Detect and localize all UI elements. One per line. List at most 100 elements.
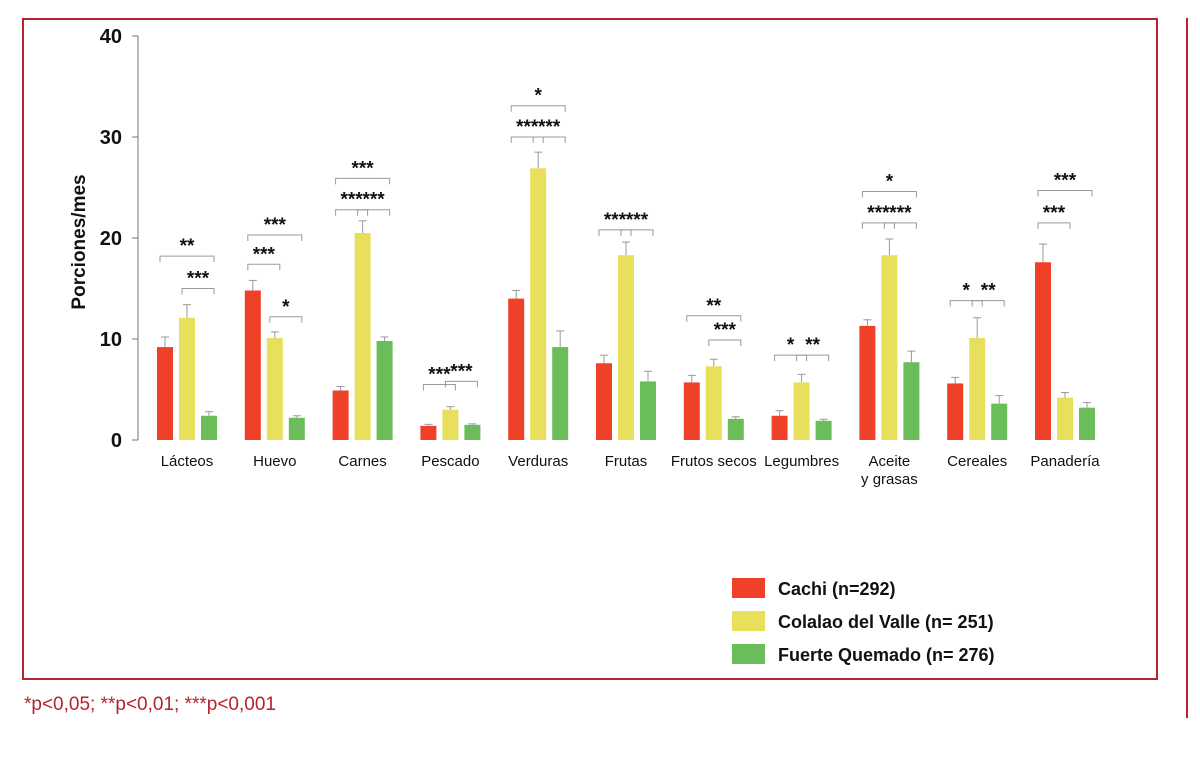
significance-label: *** <box>253 244 276 265</box>
significance-bracket <box>269 316 303 323</box>
significance-label: *** <box>714 320 737 341</box>
bar <box>288 417 305 440</box>
significance-bracket <box>159 255 215 263</box>
significance-bracket <box>971 300 1005 307</box>
bar <box>201 415 217 440</box>
significance-bracket <box>949 300 983 307</box>
significance-bracket <box>1037 222 1071 229</box>
bar <box>508 298 525 440</box>
bar <box>552 347 569 440</box>
y-tick-label: 20 <box>100 228 122 250</box>
significance-label: *** <box>538 117 561 138</box>
x-category-label: Cereales <box>947 453 1007 470</box>
bar <box>266 337 283 440</box>
bar <box>881 255 898 440</box>
bar <box>705 366 722 440</box>
significance-label: *** <box>516 117 539 138</box>
significance-label: *** <box>889 203 912 224</box>
y-tick-label: 40 <box>100 26 122 48</box>
significance-bracket <box>444 380 478 388</box>
bar <box>530 168 547 440</box>
significance-label: * <box>886 172 894 193</box>
legend: Cachi (n=292) Colalao del Valle (n= 251) F… <box>732 578 995 665</box>
bar <box>354 232 371 440</box>
x-category-label: Aceite <box>869 453 911 470</box>
significance-label: * <box>962 281 970 302</box>
significance-label: * <box>282 297 290 318</box>
bar <box>332 390 349 440</box>
significance-bracket <box>686 315 742 322</box>
x-category-label: y grasas <box>861 471 918 488</box>
bar <box>969 337 986 440</box>
significance-label: *** <box>428 364 451 385</box>
bar <box>1079 407 1095 440</box>
legend-label: Cachi (n=292) <box>778 579 896 599</box>
significance-label: ** <box>805 335 820 356</box>
x-category-label: Verduras <box>508 453 568 470</box>
significance-bracket <box>335 177 391 185</box>
bars-layer <box>157 151 1095 440</box>
significance-bracket <box>796 354 830 362</box>
chart-frame <box>22 18 1158 680</box>
significance-bracket <box>510 105 566 112</box>
y-tick-label: 0 <box>111 430 122 452</box>
bar <box>947 383 964 440</box>
bar <box>815 420 832 440</box>
bar <box>683 382 700 440</box>
bar <box>442 409 459 440</box>
significance-bracket <box>861 222 895 229</box>
legend-swatch <box>732 611 765 631</box>
significance-label: *** <box>604 210 627 231</box>
significance-label: *** <box>341 190 364 211</box>
significance-bracket <box>883 222 917 229</box>
legend-label: Colalao del Valle (n= 251) <box>778 612 994 632</box>
y-tick-label: 10 <box>100 329 122 351</box>
x-category-label: Frutos secos <box>671 453 757 470</box>
x-category-label: Carnes <box>338 453 386 470</box>
significance-bracket <box>247 263 281 271</box>
significance-label: *** <box>264 215 287 236</box>
significance-label: *** <box>352 158 375 179</box>
significance-label: *** <box>867 203 890 224</box>
bar <box>859 325 876 440</box>
bar <box>727 418 744 440</box>
legend-swatch <box>732 644 765 664</box>
significance-footnote: *p<0,05; **p<0,01; ***p<0,001 <box>24 694 276 715</box>
significance-label: *** <box>1054 171 1077 192</box>
significance-bracket <box>335 209 369 216</box>
significance-bracket <box>708 339 742 347</box>
bar <box>376 341 393 440</box>
significance-label: *** <box>363 190 386 211</box>
bar <box>793 382 810 440</box>
x-category-label: Lácteos <box>161 453 214 470</box>
significance-label: ** <box>981 281 996 302</box>
chart-axes: 0 10 20 30 40 Porciones/mes Lácteos Huevo Carnes… <box>69 26 1100 488</box>
significance-bracket <box>620 229 654 236</box>
bar <box>244 290 261 440</box>
significance-bracket <box>532 136 566 143</box>
significance-label: ** <box>706 296 721 317</box>
y-tick-label: 30 <box>100 127 122 149</box>
bar <box>618 255 634 440</box>
bar <box>157 347 173 440</box>
significance-label: *** <box>626 210 649 231</box>
legend-swatch <box>732 578 765 598</box>
significance-label: * <box>787 335 795 356</box>
bar <box>1035 262 1051 440</box>
bar <box>464 424 481 440</box>
significance-label: ** <box>180 236 195 257</box>
significance-layer: *************** ********* ****** ******* ***… <box>159 86 1093 391</box>
significance-label: *** <box>1043 203 1066 224</box>
bar <box>903 362 920 440</box>
bar <box>1057 397 1073 440</box>
significance-label: * <box>534 86 542 107</box>
x-category-label: Panadería <box>1030 453 1100 470</box>
significance-bracket <box>774 354 808 362</box>
bar <box>991 403 1008 440</box>
x-category-label: Frutas <box>605 453 648 470</box>
legend-label: Fuerte Quemado (n= 276) <box>778 645 995 665</box>
bar <box>596 363 612 440</box>
significance-bracket <box>181 288 215 295</box>
significance-bracket <box>357 209 391 216</box>
